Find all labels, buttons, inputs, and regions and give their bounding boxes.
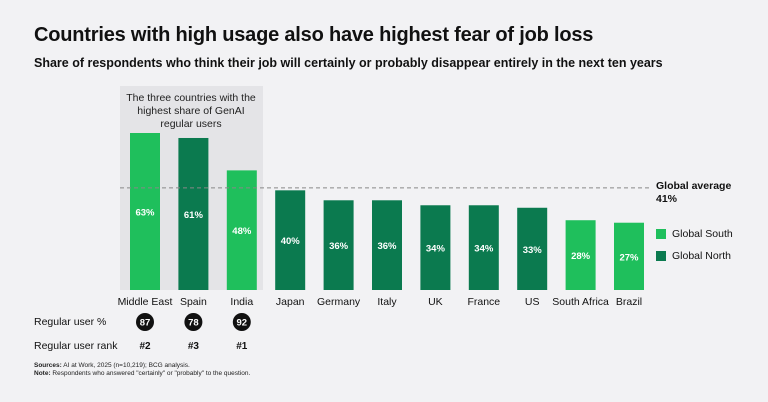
footnote-note-text: Respondents who answered "certainly" or … bbox=[52, 370, 251, 377]
footnote-sources: Sources: AI at Work, 2025 (n=10,219); BC… bbox=[34, 362, 190, 369]
bar-value-label-uk: 34% bbox=[426, 244, 446, 255]
bar-germany bbox=[323, 200, 354, 290]
user-rank-value-india: #1 bbox=[236, 341, 248, 352]
bar-value-label-brazil: 27% bbox=[619, 252, 639, 263]
bar-value-label-italy: 36% bbox=[377, 241, 397, 252]
legend-item-global-north: Global North bbox=[656, 246, 733, 266]
user-rank-value-middle-east: #2 bbox=[139, 341, 151, 352]
footnote-note-label: Note: bbox=[34, 370, 51, 377]
chart-subtitle: Share of respondents who think their job… bbox=[34, 56, 663, 70]
bar-value-label-south-africa: 28% bbox=[571, 251, 591, 262]
legend-item-global-south: Global South bbox=[656, 224, 733, 244]
global-average-title: Global average bbox=[656, 180, 732, 192]
global-average-label: Global average 41% bbox=[656, 180, 731, 206]
footnote-sources-text: AI at Work, 2025 (n=10,219); BCG analysi… bbox=[63, 362, 190, 369]
user-pct-badge-spain bbox=[184, 313, 203, 331]
category-label-germany: Germany bbox=[317, 296, 361, 308]
user-pct-badge-middle-east bbox=[136, 313, 154, 331]
regular-user-rank-label: Regular user rank bbox=[34, 340, 118, 352]
regular-user-pct-label: Regular user % bbox=[34, 316, 107, 328]
bar-spain bbox=[178, 137, 209, 290]
category-label-uk: UK bbox=[428, 296, 443, 308]
bar-value-label-germany: 36% bbox=[329, 241, 349, 252]
category-label-india: India bbox=[230, 296, 253, 308]
global-average-value: 41% bbox=[656, 193, 678, 205]
bar-value-label-spain: 61% bbox=[184, 210, 204, 221]
bar-value-label-us: 33% bbox=[523, 245, 543, 256]
bar-uk bbox=[420, 205, 451, 290]
bar-south-africa bbox=[565, 220, 596, 290]
user-rank-value-spain: #3 bbox=[188, 341, 200, 352]
user-pct-value-india: 92 bbox=[237, 318, 248, 329]
bar-italy bbox=[372, 200, 402, 290]
category-label-us: US bbox=[525, 296, 540, 308]
bar-value-label-middle-east: 63% bbox=[135, 208, 155, 219]
user-pct-value-spain: 78 bbox=[188, 318, 199, 329]
bar-value-label-japan: 40% bbox=[281, 236, 301, 247]
category-label-italy: Italy bbox=[377, 296, 397, 308]
bar-value-label-france: 34% bbox=[474, 244, 494, 255]
category-label-brazil: Brazil bbox=[616, 296, 642, 308]
bar-france bbox=[468, 205, 499, 290]
category-label-france: France bbox=[467, 296, 500, 308]
footnote-note: Note: Respondents who answered "certainl… bbox=[34, 370, 250, 377]
bar-us bbox=[517, 207, 548, 290]
legend-swatch-global-south bbox=[656, 229, 666, 239]
bar-india bbox=[226, 170, 257, 290]
user-pct-badge-india bbox=[232, 313, 251, 331]
category-label-south-africa: South Africa bbox=[552, 296, 609, 308]
legend-swatch-global-north bbox=[656, 251, 666, 261]
legend-label-global-south: Global South bbox=[672, 228, 733, 240]
chart-title: Countries with high usage also have high… bbox=[34, 24, 594, 46]
user-pct-value-middle-east: 87 bbox=[140, 318, 151, 329]
highlight-note: The three countries with the highest sha… bbox=[126, 92, 256, 130]
footnote-sources-label: Sources: bbox=[34, 362, 62, 369]
category-label-middle-east: Middle East bbox=[118, 296, 173, 308]
legend: Global South Global North bbox=[656, 224, 733, 268]
category-label-spain: Spain bbox=[180, 296, 207, 308]
bar-value-label-india: 48% bbox=[232, 226, 252, 237]
bar-brazil bbox=[614, 222, 644, 290]
bar-japan bbox=[275, 190, 306, 290]
bar-middle-east bbox=[130, 133, 160, 290]
legend-label-global-north: Global North bbox=[672, 250, 731, 262]
category-label-japan: Japan bbox=[276, 296, 305, 308]
